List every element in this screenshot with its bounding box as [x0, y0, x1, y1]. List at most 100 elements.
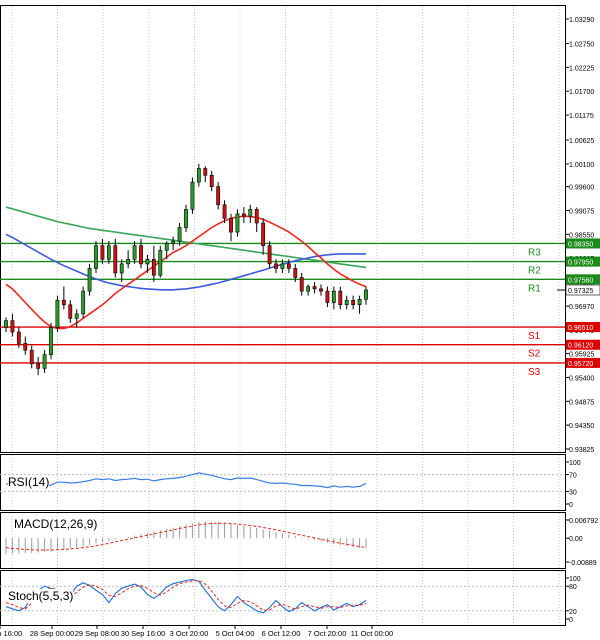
candle-body [106, 245, 111, 260]
level-label-r2: R2 [528, 266, 541, 277]
price-tick-label: 1.02750 [569, 42, 594, 49]
level-label-s1: S1 [528, 331, 541, 342]
current-price-box [565, 284, 600, 296]
level-price-box-s3 [566, 357, 600, 368]
candle-body [164, 243, 169, 251]
candle-body [216, 186, 221, 206]
price-tick-label: 0.98550 [569, 232, 594, 239]
candle-body [190, 181, 195, 210]
time-axis-label: 5 Oct 04:00 [216, 629, 255, 638]
candle-body [286, 263, 291, 269]
price-tick-label: 0.95400 [569, 375, 594, 382]
time-axis-label: 29 Sep 08:00 [75, 629, 120, 638]
candle-body [338, 290, 343, 306]
candle-body [36, 363, 41, 369]
time-axis-label: 6 Oct 12:00 [262, 629, 301, 638]
candle-body [16, 331, 21, 344]
candle-body [241, 213, 246, 217]
candle-body [171, 240, 176, 244]
candle-body [94, 245, 98, 269]
candle-body [184, 209, 188, 228]
time-axis-label: 27 Sep 16:00 [0, 629, 22, 638]
time-axis-label: 30 Sep 16:00 [121, 629, 166, 638]
ma-blue-line [5, 233, 366, 291]
candle-body [158, 249, 163, 276]
pane-border-macd [0, 512, 566, 569]
level-price-box-r3 [566, 238, 600, 249]
candle-body [74, 313, 79, 319]
candle-body [113, 245, 118, 274]
candle-body [49, 327, 53, 356]
macd-label: MACD(12,26,9) [14, 517, 98, 531]
rsi-label: RSI(14) [8, 475, 50, 489]
candle-body [23, 343, 28, 351]
candle-body [351, 299, 356, 306]
ma-red-line [5, 215, 367, 330]
price-pane: R3 R2 R1 S1 S2 S3 [0, 163, 565, 378]
candle-body [331, 290, 336, 303]
candle-body [55, 299, 60, 328]
candle-body [312, 286, 317, 290]
level-price-box-r2 [566, 256, 600, 267]
pane-border-rsi [0, 454, 566, 511]
level-price-r3: 0.98350 [568, 241, 593, 248]
time-axis-label: 11 Oct 00:00 [351, 629, 393, 638]
price-tick-label: 0.99600 [569, 185, 594, 192]
macd-signal-line [5, 522, 367, 551]
macd-tick-label: -0.00889 [569, 560, 597, 567]
level-price-s1: 0.96510 [568, 325, 593, 332]
candle-body [344, 299, 349, 306]
candle-body [235, 213, 240, 233]
price-tick-label: 0.96970 [569, 304, 594, 311]
price-tick-label: 0.95925 [569, 352, 594, 359]
level-label-s3: S3 [528, 367, 541, 378]
stoch-tick-label: 80 [569, 584, 577, 591]
rsi-tick-label: 0 [569, 502, 573, 509]
candle-body [203, 168, 208, 176]
candle-body [229, 218, 233, 233]
candle-body [222, 204, 227, 219]
candle-body [151, 259, 156, 276]
level-price-box-r1 [566, 274, 600, 285]
price-tick-label: 1.02225 [569, 65, 594, 72]
price-tick-label: 0.94875 [569, 399, 594, 406]
candle-body [261, 222, 266, 246]
candle-body [68, 304, 73, 319]
level-price-s2: 0.96120 [568, 343, 593, 350]
candle-body [100, 245, 105, 260]
candle-body [126, 259, 131, 265]
level-price-s3: 0.95720 [568, 361, 593, 368]
level-label-r3: R3 [528, 247, 541, 258]
price-tick-label: 1.01700 [569, 89, 594, 96]
rsi-tick-label: 30 [569, 489, 577, 496]
price-tick-label: 1.00625 [569, 138, 594, 145]
stoch-tick-label: 20 [569, 609, 577, 616]
candle-body [119, 263, 124, 274]
macd-tick-label: 0.006792 [569, 518, 598, 525]
candle-body [325, 290, 330, 303]
stoch-tick-label: 0 [569, 617, 573, 624]
axes: 1.03290 1.02750 1.02225 1.01700 1.01175 1.006… [0, 17, 600, 638]
candle-body [81, 290, 86, 315]
current-price-label: 0.97325 [568, 288, 593, 295]
candle-body [306, 286, 311, 292]
level-label-s2: S2 [528, 349, 541, 360]
candle-body [29, 349, 34, 365]
stoch-label: Stoch(5,5,3) [8, 589, 74, 603]
candle-body [177, 227, 182, 242]
candle-body [357, 299, 362, 306]
level-price-box-s1 [566, 322, 600, 333]
rsi-pane [0, 472, 565, 492]
price-tick-label: 0.93825 [569, 447, 594, 454]
candle-body [293, 268, 298, 278]
price-tick-label: 1.03290 [569, 17, 594, 24]
candle-body [4, 320, 8, 328]
candle-body [42, 354, 47, 369]
level-label-r1: R1 [528, 283, 541, 294]
pane-border-main [0, 5, 566, 453]
price-tick-label: 0.99075 [569, 208, 594, 215]
level-price-r2: 0.97950 [568, 260, 593, 267]
time-axis-label: 28 Sep 00:00 [30, 629, 75, 638]
candle-body [299, 277, 304, 292]
pane-border-stoch [0, 570, 566, 626]
